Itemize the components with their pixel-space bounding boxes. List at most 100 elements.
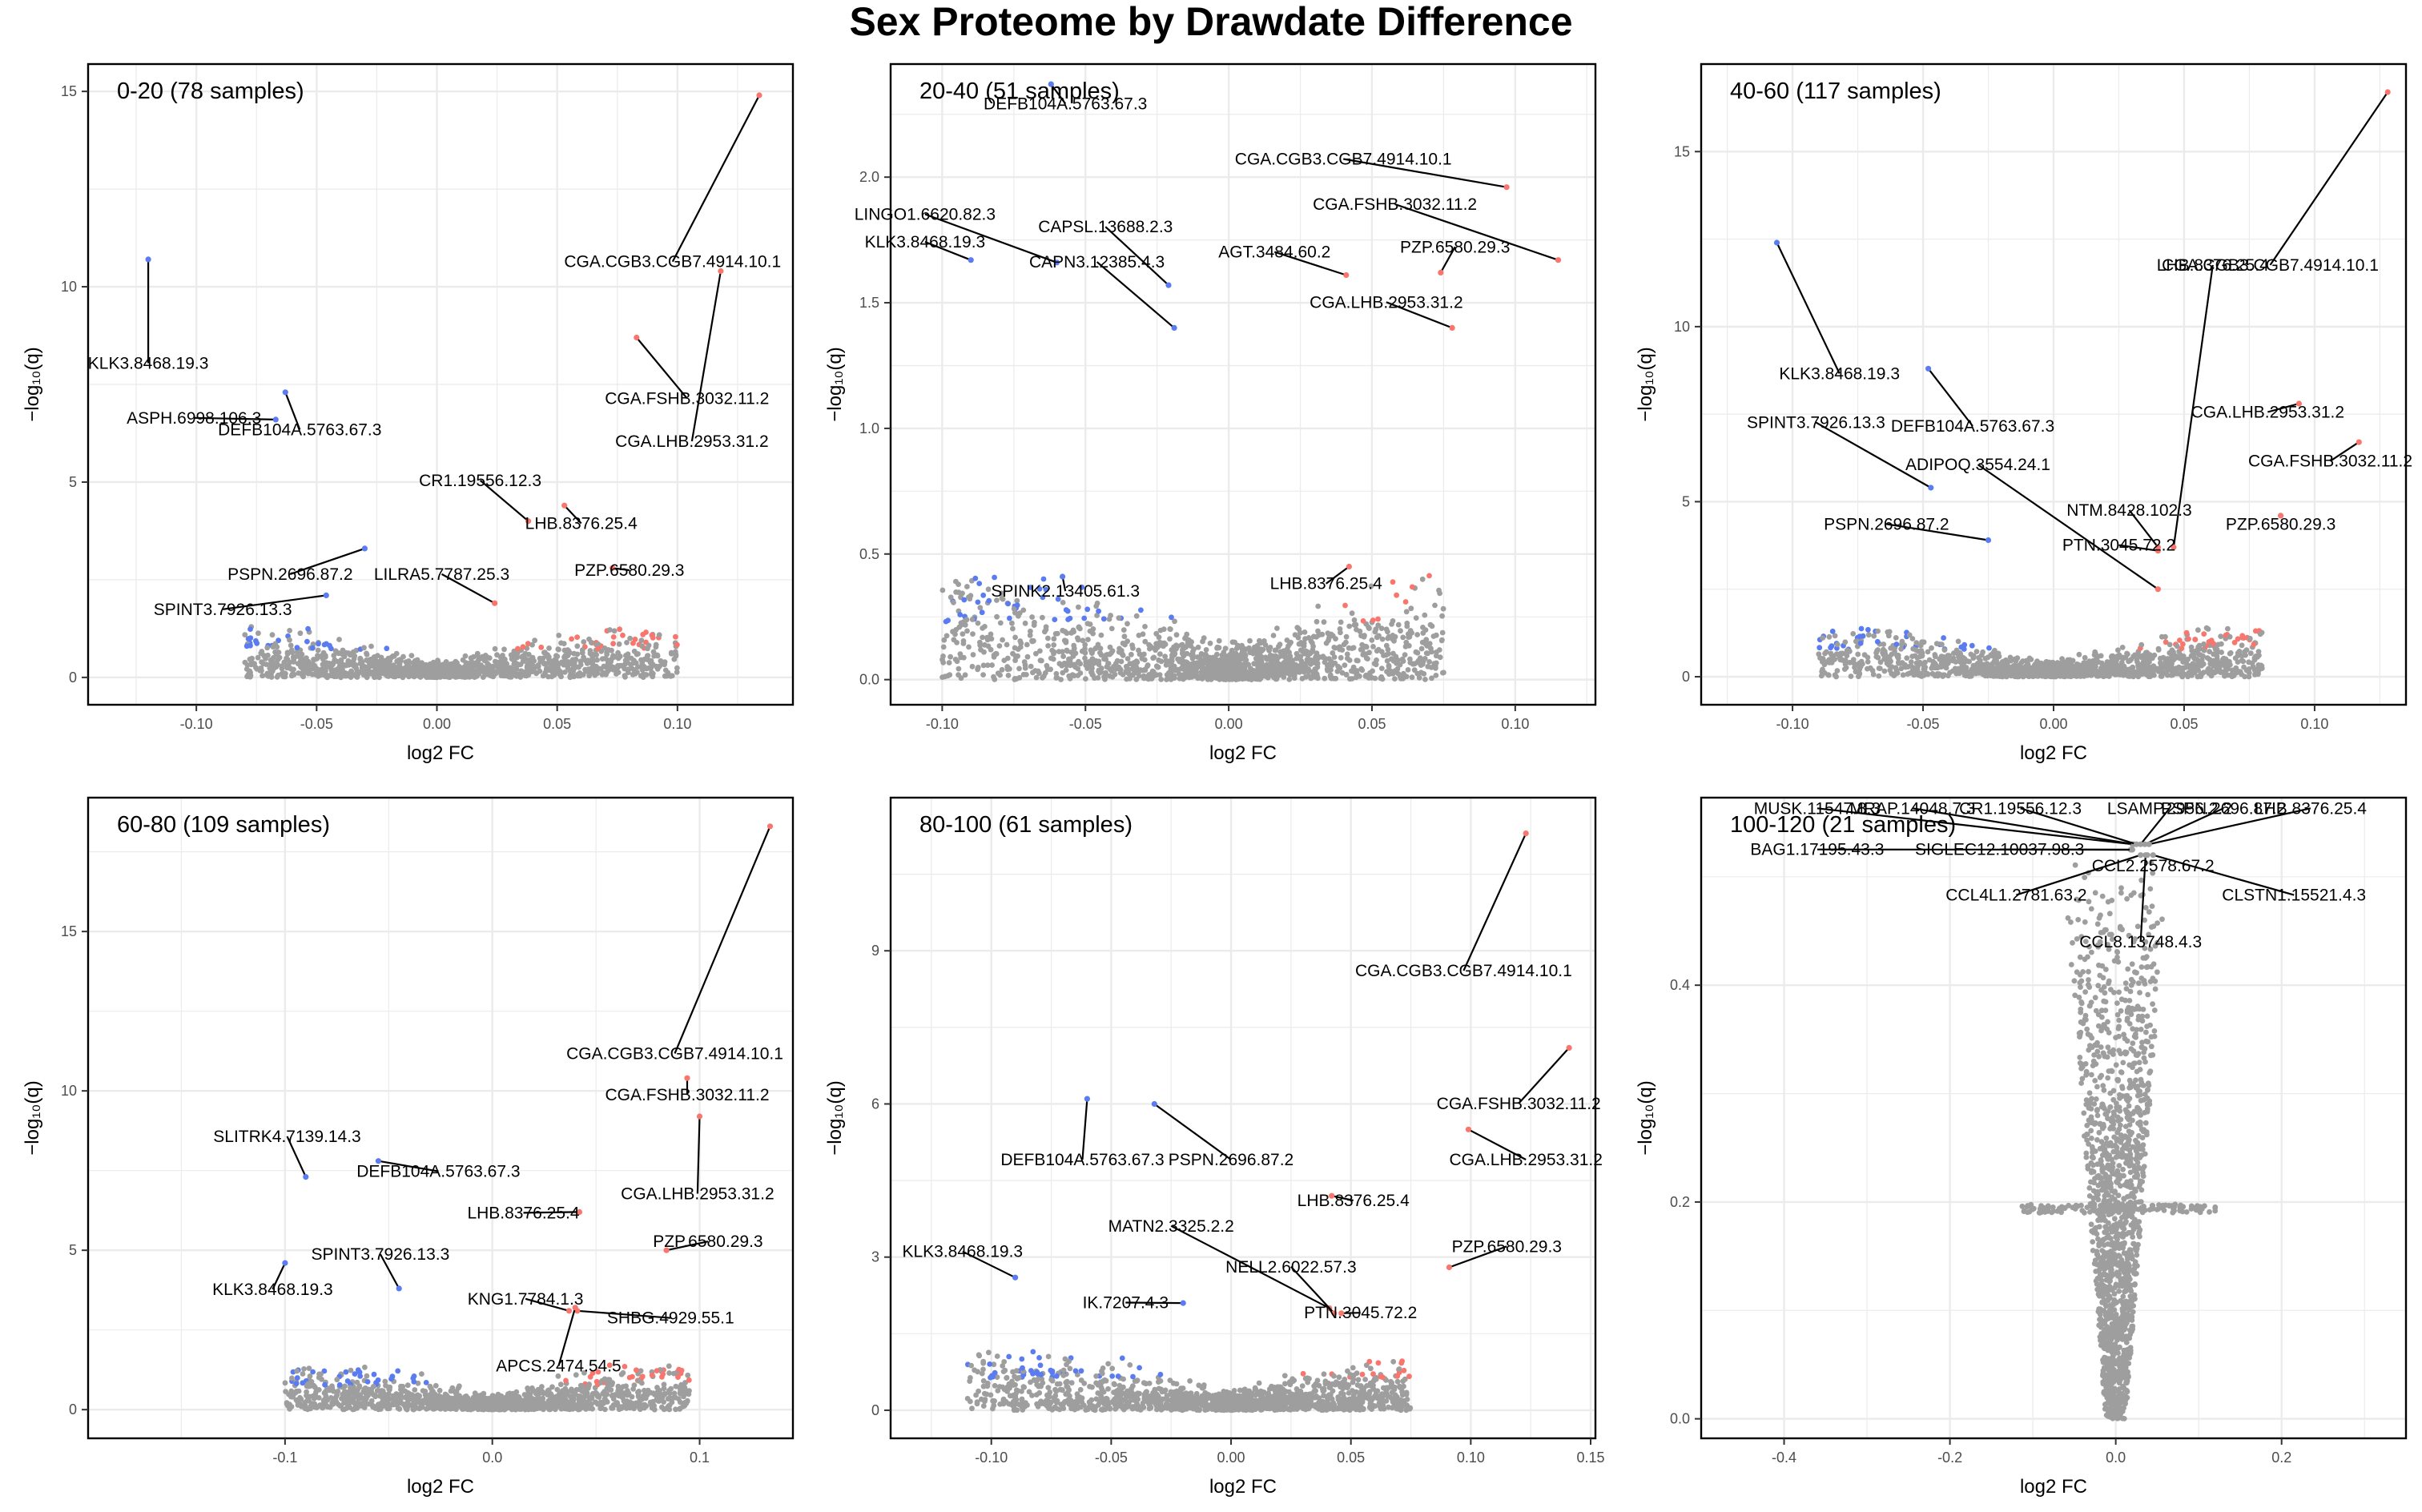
labeled-data-point: [561, 502, 568, 509]
data-point: [1162, 653, 1168, 660]
label-connector: [2269, 91, 2389, 266]
labeled-data-point: [1060, 573, 1066, 580]
data-point: [1940, 674, 1946, 679]
data-point: [996, 643, 1003, 649]
data-point: [1180, 650, 1185, 657]
data-point: [1010, 625, 1016, 632]
point-label: PSPN.2696.87.2: [1824, 515, 1949, 533]
data-point: [247, 674, 253, 680]
data-point: [2041, 666, 2047, 672]
data-point: [2120, 654, 2126, 661]
data-point: [2252, 671, 2258, 678]
data-point: [1407, 656, 1413, 662]
data-point: [1104, 664, 1110, 670]
data-point: [1226, 669, 1233, 675]
data-point: [470, 653, 477, 660]
point-label: PTN.3045.72.2: [2062, 537, 2175, 555]
data-point: [2076, 651, 2082, 657]
data-point: [1051, 636, 1057, 642]
data-point: [1081, 615, 1088, 621]
data-point: [372, 674, 378, 680]
data-point: [332, 669, 339, 674]
data-point: [653, 644, 659, 650]
data-point: [1084, 662, 1091, 669]
data-point: [1905, 664, 1911, 670]
data-point: [639, 666, 646, 673]
data-point: [975, 666, 980, 673]
data-point: [345, 659, 352, 666]
data-point: [1837, 657, 1844, 663]
data-point: [304, 660, 309, 666]
data-point: [437, 674, 443, 679]
data-point: [1051, 649, 1057, 655]
data-point: [958, 675, 964, 682]
data-point: [1063, 638, 1069, 644]
data-point: [2013, 672, 2019, 678]
data-point: [1418, 662, 1424, 668]
data-point: [1209, 670, 1216, 677]
data-point: [565, 653, 571, 658]
data-point: [492, 645, 498, 652]
data-point: [1408, 605, 1414, 612]
data-point: [1397, 674, 1403, 680]
data-point: [2255, 649, 2262, 654]
data-point: [582, 657, 589, 664]
point-cloud: [282, 1362, 692, 1413]
data-point: [1282, 667, 1289, 674]
data-point: [2181, 665, 2187, 671]
data-point: [1834, 641, 1841, 648]
data-point: [2167, 655, 2174, 662]
data-point: [1028, 628, 1033, 634]
x-tick-label: 0.00: [423, 716, 451, 732]
data-point: [1033, 650, 1039, 657]
label-connector: [1776, 242, 1841, 374]
data-point: [2122, 669, 2128, 674]
data-point: [1368, 583, 1374, 589]
data-point: [1961, 641, 1968, 648]
data-point: [1898, 646, 1905, 652]
data-point: [1870, 671, 1877, 678]
data-point: [496, 659, 501, 666]
data-point: [1353, 674, 1359, 681]
data-point: [622, 661, 628, 667]
data-point: [1439, 629, 1446, 636]
data-point: [1919, 653, 1925, 659]
data-point: [629, 666, 635, 671]
data-point: [1429, 623, 1435, 629]
point-label: CGA.CGB3.CGB7.4914.10.1: [564, 253, 781, 271]
data-point: [408, 653, 415, 658]
data-point: [611, 628, 618, 634]
data-point: [321, 641, 328, 648]
data-point: [1995, 650, 2002, 657]
data-point: [654, 666, 661, 672]
data-point: [1355, 657, 1361, 664]
data-point: [1876, 673, 1882, 679]
data-point: [992, 574, 997, 581]
data-point: [2186, 636, 2191, 642]
data-point: [635, 664, 641, 670]
data-point: [1133, 659, 1140, 666]
data-point: [624, 640, 630, 645]
data-point: [469, 658, 475, 665]
data-point: [674, 641, 680, 648]
data-point: [247, 626, 253, 632]
data-point: [2131, 670, 2137, 676]
data-point: [2162, 639, 2169, 645]
data-point: [608, 658, 614, 665]
point-label: ADIPOQ.3554.24.1: [1905, 456, 2050, 474]
data-point: [384, 645, 390, 652]
data-point: [1167, 636, 1173, 642]
data-point: [2014, 667, 2021, 674]
data-point: [447, 662, 453, 667]
data-point: [305, 670, 312, 677]
data-point: [1941, 657, 1947, 663]
data-point: [1082, 641, 1088, 648]
data-point: [1096, 608, 1101, 614]
data-point: [2160, 654, 2167, 661]
data-point: [1297, 669, 1303, 674]
data-point: [454, 660, 460, 666]
data-point: [951, 599, 956, 605]
data-point: [1063, 667, 1069, 674]
data-point: [1357, 628, 1363, 634]
data-point: [2178, 671, 2183, 678]
